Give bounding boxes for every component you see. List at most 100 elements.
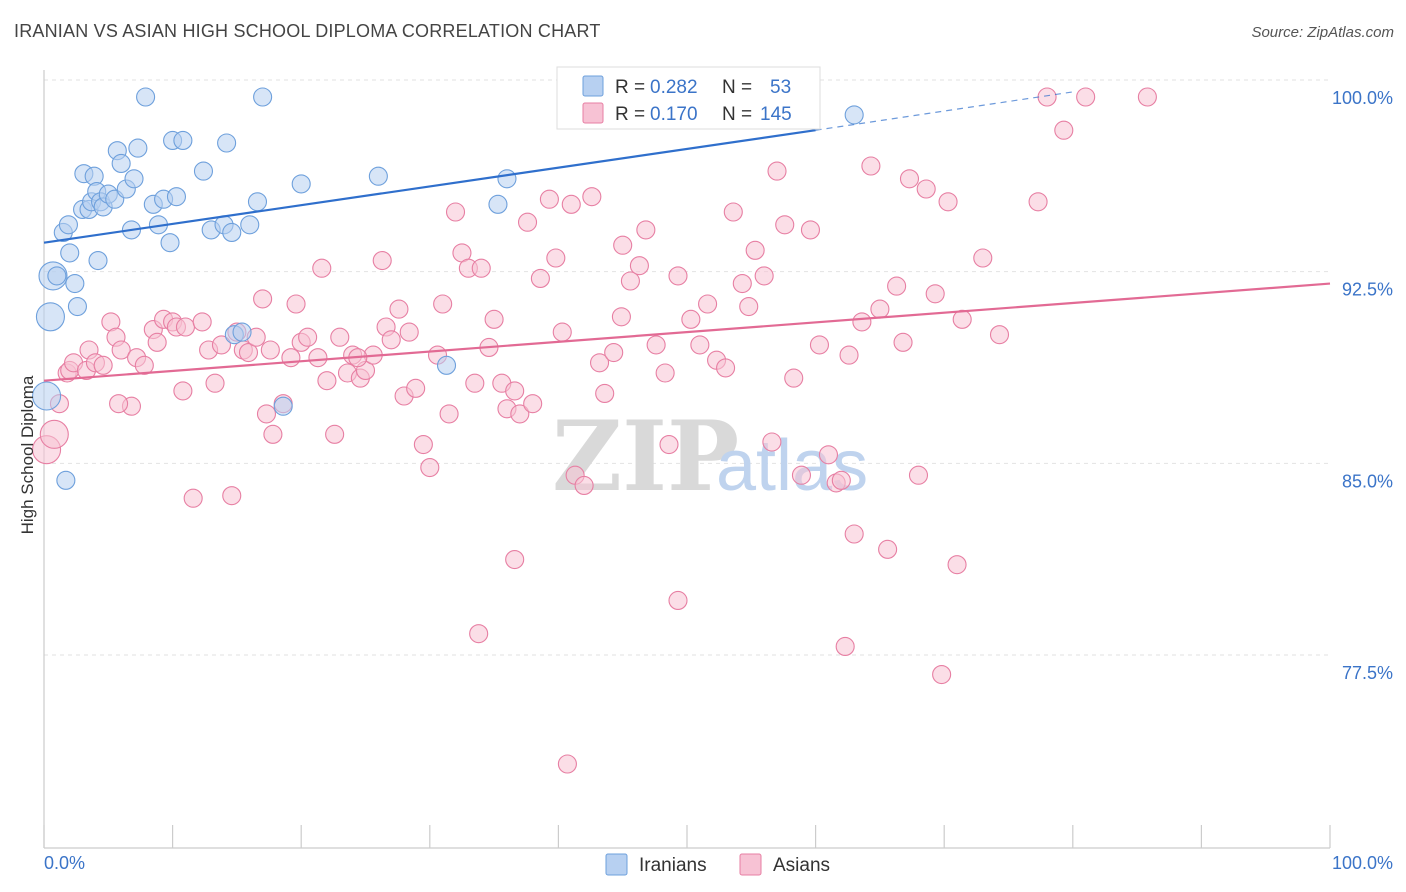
- iranians-point-25: [124, 169, 144, 189]
- iranians-point-46: [291, 174, 311, 194]
- iranians-point-9: [67, 297, 87, 317]
- asians-point-137: [557, 754, 577, 774]
- asians-point-103: [745, 240, 765, 260]
- asians-point-31: [238, 343, 259, 363]
- series-legend-label-asians[interactable]: Asians: [773, 855, 830, 876]
- series-legend-label-iranians[interactable]: Iranians: [639, 855, 707, 876]
- iranians-point-45: [273, 396, 293, 416]
- asians-point-73: [510, 404, 530, 424]
- iranians-point-42: [240, 215, 260, 235]
- iranians-point-47: [368, 166, 388, 186]
- asians-point-142: [952, 309, 972, 329]
- iranians-point-44: [253, 87, 273, 107]
- iranians-trend-line: [43, 129, 816, 244]
- asians-point-28: [222, 486, 242, 506]
- asians-point-109: [791, 465, 812, 485]
- asians-point-41: [308, 348, 328, 368]
- asians-point-95: [681, 309, 701, 329]
- asians-point-84: [590, 353, 610, 373]
- asians-point-123: [899, 169, 920, 189]
- y-tick-label-0: 100.0%: [1332, 88, 1393, 108]
- x-tick-label-max: 100.0%: [1332, 853, 1393, 873]
- legend-n-label-asians: N =: [722, 104, 752, 125]
- asians-point-132: [1028, 192, 1048, 212]
- asians-point-57: [406, 378, 426, 398]
- asians-point-40: [298, 327, 318, 347]
- asians-point-1: [39, 419, 69, 449]
- asians-point-90: [636, 220, 656, 240]
- asians-point-58: [413, 435, 433, 455]
- asians-point-54: [389, 299, 409, 319]
- iranians-point-43: [247, 192, 268, 212]
- asians-point-82: [574, 475, 594, 495]
- asians-point-112: [818, 445, 839, 465]
- asians-point-53: [381, 330, 401, 350]
- asians-point-99: [716, 358, 736, 378]
- asians-point-105: [762, 432, 782, 452]
- asians-point-79: [552, 322, 572, 342]
- iranians-point-50: [497, 169, 517, 189]
- legend-r-label-asians: R =: [615, 104, 645, 125]
- asians-point-106: [767, 161, 787, 181]
- asians-point-43: [317, 371, 337, 391]
- asians-point-115: [839, 345, 859, 365]
- iranians-point-22: [111, 153, 131, 173]
- asians-point-23: [183, 488, 203, 508]
- asians-point-51: [372, 251, 392, 271]
- asians-point-62: [439, 404, 459, 424]
- asians-point-45: [330, 327, 350, 347]
- asians-point-22: [175, 317, 196, 337]
- asians-point-139: [469, 624, 489, 644]
- asians-point-133: [1037, 87, 1057, 107]
- correlation-legend: R = 0.282 N = 53 R = 0.170 N = 145: [556, 66, 821, 130]
- asians-point-83: [582, 187, 602, 207]
- asians-point-38: [286, 294, 306, 314]
- iranians-point-34: [173, 130, 193, 150]
- series-legend-swatch-iranians[interactable]: [605, 853, 628, 876]
- iranians-point-31: [160, 233, 180, 253]
- asians-point-136: [1137, 87, 1157, 107]
- asians-point-74: [517, 212, 538, 232]
- asians-point-126: [925, 284, 945, 304]
- asians-point-101: [732, 274, 752, 294]
- legend-r-value-iranians: 0.282: [650, 77, 698, 98]
- legend-r-value-asians: 0.170: [650, 104, 698, 125]
- iranians-point-16: [88, 251, 108, 271]
- iranians-point-33: [166, 187, 187, 207]
- iranians-point-7: [60, 243, 80, 263]
- asians-point-61: [433, 294, 453, 314]
- legend-n-value-asians: 145: [760, 104, 792, 125]
- asians-point-59: [420, 458, 440, 478]
- asians-point-96: [690, 335, 710, 355]
- asians-point-69: [484, 309, 504, 329]
- iranians-point-39: [222, 222, 242, 242]
- asians-point-128: [938, 192, 958, 212]
- legend-n-value-iranians: 53: [770, 77, 791, 98]
- asians-point-15: [134, 355, 154, 375]
- asians-trend-line: [43, 282, 1331, 382]
- iranians-point-26: [128, 138, 148, 158]
- asians-point-118: [861, 156, 881, 176]
- asians-point-72: [505, 381, 525, 401]
- asians-point-78: [546, 248, 566, 268]
- asians-point-93: [659, 435, 679, 455]
- asians-point-89: [629, 256, 649, 276]
- iranians-point-41: [232, 322, 252, 342]
- watermark-atlas-text: atlas: [716, 426, 868, 506]
- chart-source: Source: ZipAtlas.com: [1251, 24, 1394, 41]
- series-legend-swatch-asians[interactable]: [739, 853, 762, 876]
- iranians-point-38: [217, 133, 237, 153]
- iranians-point-35: [193, 161, 214, 181]
- x-tick-label-min: 0.0%: [44, 853, 85, 873]
- asians-point-92: [655, 363, 675, 383]
- x-ticks: [43, 825, 1331, 848]
- asians-point-131: [989, 325, 1010, 345]
- asians-point-100: [723, 202, 743, 222]
- asians-point-119: [870, 299, 890, 319]
- asians-point-34: [260, 340, 280, 360]
- asians-point-116: [844, 524, 864, 544]
- asians-point-86: [604, 343, 624, 363]
- asians-point-141: [835, 636, 855, 656]
- y-tick-label-1: 92.5%: [1342, 280, 1393, 300]
